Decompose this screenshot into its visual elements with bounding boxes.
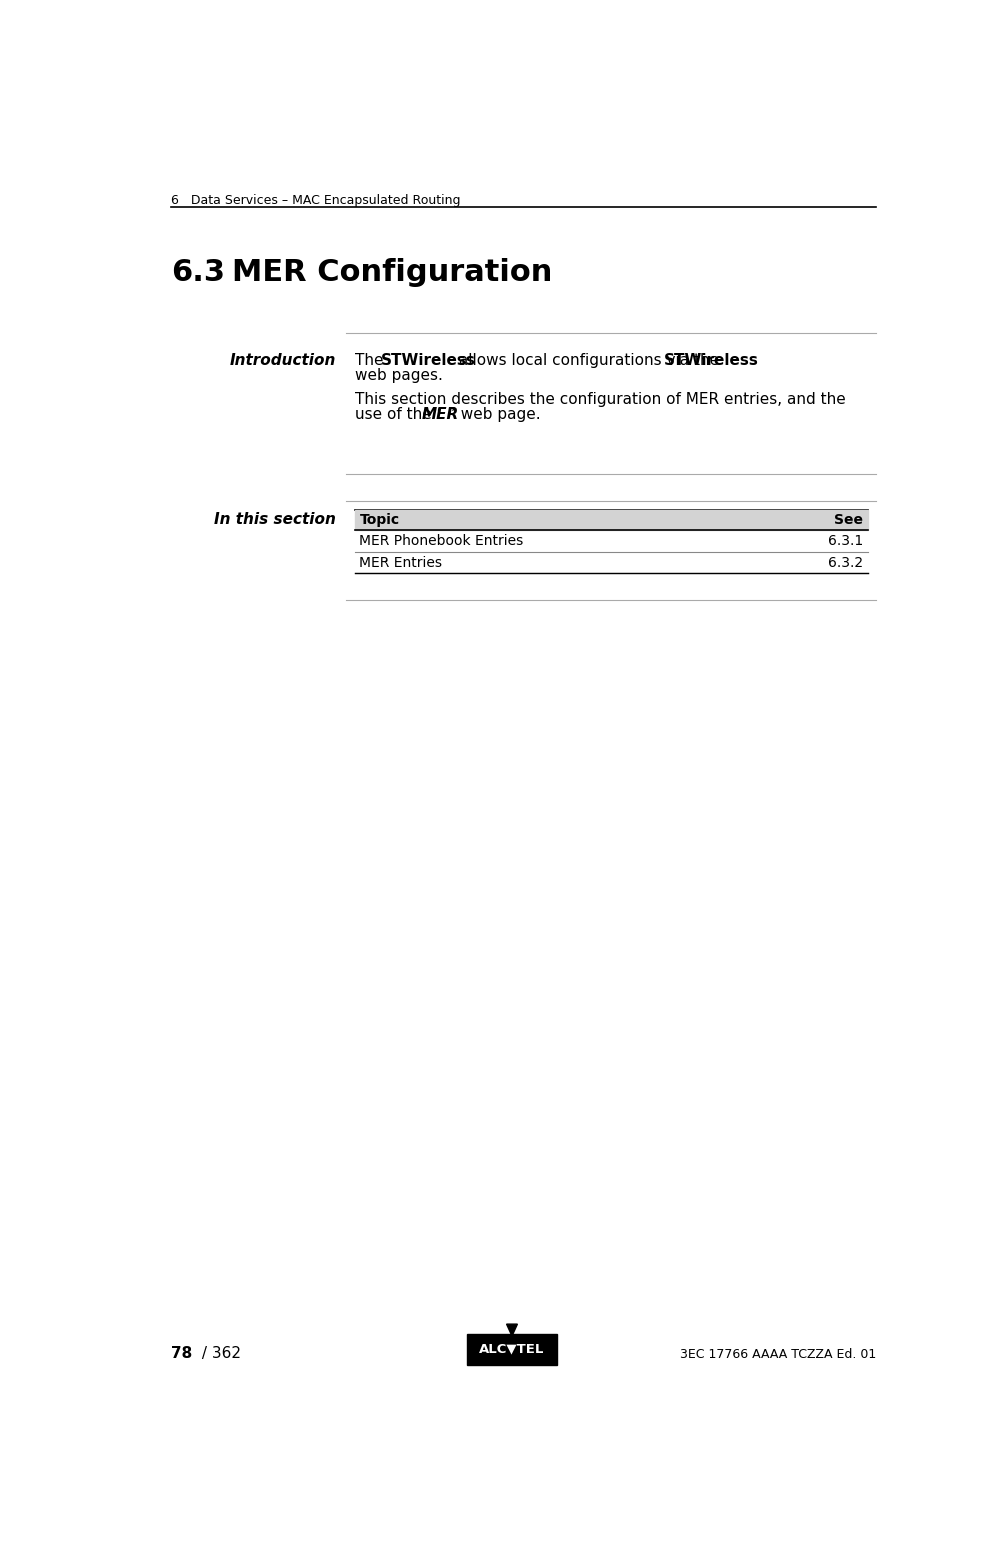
Text: use of the ‘: use of the ‘ — [355, 407, 442, 421]
Text: MER Configuration: MER Configuration — [232, 258, 552, 287]
Text: 6.3: 6.3 — [172, 258, 226, 287]
Bar — [355, 511, 868, 531]
Text: See: See — [834, 514, 863, 528]
Text: This section describes the configuration of MER entries, and the: This section describes the configuration… — [355, 392, 845, 406]
Text: 78: 78 — [172, 1345, 193, 1361]
Text: 6.3.2: 6.3.2 — [828, 555, 863, 569]
Text: MER: MER — [422, 407, 460, 421]
Text: allows local configurations via the: allows local configurations via the — [455, 353, 724, 369]
Text: ’ web page.: ’ web page. — [451, 407, 540, 421]
Text: web pages.: web pages. — [355, 369, 443, 383]
Text: ALC▼TEL: ALC▼TEL — [480, 1342, 544, 1356]
Text: STWireless: STWireless — [381, 353, 476, 369]
Bar — [468, 1333, 556, 1364]
Text: 6.3.1: 6.3.1 — [828, 534, 863, 548]
Text: 6   Data Services – MAC Encapsulated Routing: 6 Data Services – MAC Encapsulated Routi… — [172, 194, 461, 207]
Text: MER Entries: MER Entries — [360, 555, 443, 569]
Text: The: The — [355, 353, 389, 369]
Polygon shape — [506, 1324, 517, 1336]
Text: STWireless: STWireless — [663, 353, 758, 369]
Text: 3EC 17766 AAAA TCZZA Ed. 01: 3EC 17766 AAAA TCZZA Ed. 01 — [679, 1349, 876, 1361]
Text: Topic: Topic — [360, 514, 400, 528]
Text: In this section: In this section — [215, 512, 337, 526]
Text: Introduction: Introduction — [230, 353, 337, 369]
Text: MER Phonebook Entries: MER Phonebook Entries — [360, 534, 523, 548]
Text: / 362: / 362 — [197, 1345, 241, 1361]
